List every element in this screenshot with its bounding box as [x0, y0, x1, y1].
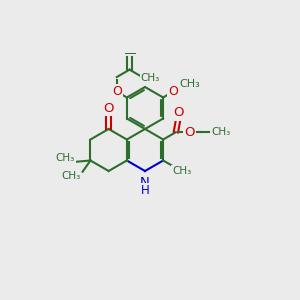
- Text: O: O: [103, 102, 114, 115]
- Text: O: O: [112, 85, 122, 98]
- Text: CH₃: CH₃: [61, 171, 80, 181]
- Text: CH₃: CH₃: [141, 73, 160, 83]
- Text: O: O: [173, 106, 183, 119]
- Text: O: O: [184, 126, 195, 139]
- Text: O: O: [168, 85, 178, 98]
- Text: CH₃: CH₃: [211, 127, 230, 137]
- Text: CH₃: CH₃: [172, 166, 192, 176]
- Text: H: H: [141, 184, 149, 197]
- Text: CH₃: CH₃: [55, 153, 74, 163]
- Text: CH₃: CH₃: [180, 79, 201, 89]
- Text: N: N: [140, 176, 150, 188]
